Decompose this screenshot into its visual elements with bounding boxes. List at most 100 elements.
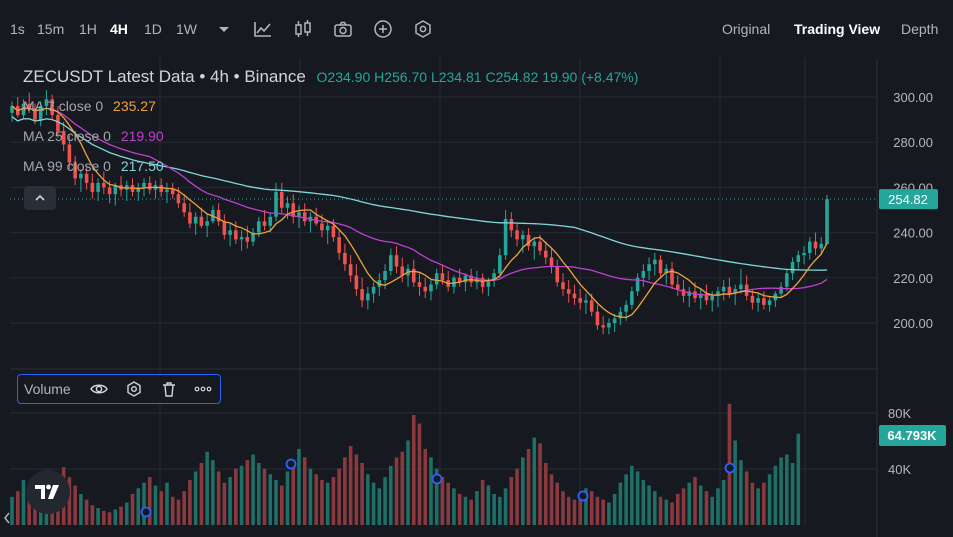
- candle-body: [102, 182, 106, 188]
- scroll-left-icon[interactable]: [3, 511, 11, 525]
- volume-bar: [394, 457, 399, 525]
- eye-icon[interactable]: [90, 380, 108, 398]
- candle-body: [222, 221, 227, 235]
- volume-bar: [624, 474, 628, 525]
- timeframe-1s[interactable]: 1s: [10, 21, 25, 37]
- last-price-label: 254.82: [888, 192, 928, 207]
- settings-icon[interactable]: [413, 19, 433, 39]
- candle-body: [630, 291, 634, 305]
- volume-bar: [211, 460, 215, 525]
- ma25-value: 219.90: [120, 128, 164, 144]
- candle-body: [21, 103, 26, 116]
- volume-bar: [268, 474, 273, 525]
- ohlc-values: O234.90 H256.70 L234.81 C254.82 19.90 (+…: [317, 69, 639, 85]
- volume-bar: [756, 488, 760, 525]
- volume-bar: [411, 415, 416, 525]
- view-original-tab[interactable]: Original: [722, 21, 771, 37]
- volume-bar: [515, 468, 519, 525]
- volume-bar: [182, 491, 186, 525]
- volume-bar: [475, 491, 479, 525]
- volume-bar: [21, 479, 26, 525]
- candle-body: [262, 221, 267, 226]
- candle-body: [239, 237, 244, 240]
- volume-bar: [15, 491, 20, 525]
- ma99-legend[interactable]: MA 99 close 0 217.50: [23, 158, 164, 174]
- candle-body: [61, 130, 66, 145]
- candle-body: [612, 318, 617, 323]
- candle-body: [193, 216, 198, 224]
- volume-bar: [406, 440, 410, 525]
- volume-bar: [693, 477, 697, 525]
- candle-style-icon[interactable]: [293, 19, 313, 39]
- volume-bars: [10, 403, 801, 525]
- volume-bar: [228, 477, 232, 525]
- price-tick-label: 200.00: [893, 316, 933, 331]
- price-chart[interactable]: 300.00280.00260.00240.00220.00200.0080K4…: [0, 58, 953, 537]
- candle-body: [779, 286, 783, 294]
- timeframe-1d[interactable]: 1D: [144, 21, 162, 37]
- candle-body: [331, 225, 336, 238]
- view-trading-view-tab[interactable]: Trading View: [794, 21, 881, 37]
- volume-bar: [446, 482, 450, 525]
- volume-bar: [658, 496, 663, 525]
- view-depth-tab[interactable]: Depth: [901, 21, 939, 37]
- volume-bar: [239, 465, 244, 525]
- volume-bar: [159, 491, 164, 525]
- candle-body: [584, 300, 588, 303]
- volume-bar: [79, 494, 83, 525]
- ma25-legend[interactable]: MA 25 close 0 219.90: [23, 128, 164, 144]
- volume-bar: [440, 477, 445, 525]
- volume-bar: [750, 482, 755, 525]
- volume-bar: [561, 491, 565, 525]
- volume-bar: [27, 485, 31, 525]
- volume-bar: [532, 437, 537, 525]
- volume-bar: [165, 482, 169, 525]
- candle-body: [595, 311, 600, 326]
- candle-body: [561, 282, 565, 290]
- volume-bar: [790, 463, 795, 525]
- price-tick-label: 240.00: [893, 226, 933, 241]
- chevron-down-icon[interactable]: [214, 19, 234, 39]
- more-icon[interactable]: [194, 380, 212, 398]
- volume-bar: [796, 433, 801, 525]
- candle-body: [687, 291, 692, 296]
- indicators-icon[interactable]: [253, 19, 273, 39]
- volume-bar: [647, 485, 651, 525]
- candle-body: [716, 291, 720, 296]
- candle-body: [389, 255, 393, 272]
- candle-body: [50, 99, 54, 116]
- timeframe-15m[interactable]: 15m: [37, 21, 65, 37]
- volume-bar: [251, 454, 255, 525]
- collapse-legend-button[interactable]: [24, 186, 56, 210]
- candle-body: [228, 230, 232, 235]
- price-tick-label: 220.00: [893, 271, 933, 286]
- trash-icon[interactable]: [160, 380, 178, 398]
- timeframe-1h[interactable]: 1H: [79, 21, 97, 37]
- volume-bar: [733, 440, 737, 525]
- ma7-legend[interactable]: MA 7 close 0 235.27: [23, 98, 156, 114]
- timeframe-1w[interactable]: 1W: [176, 21, 197, 37]
- volume-bar: [452, 488, 456, 525]
- volume-bar: [113, 509, 118, 525]
- candle-body: [469, 275, 473, 283]
- volume-indicator-legend[interactable]: Volume: [17, 374, 221, 404]
- tradingview-logo[interactable]: [26, 470, 70, 514]
- volume-bar: [578, 494, 582, 525]
- timeframe-4h[interactable]: 4H: [110, 21, 128, 37]
- candle-body: [721, 286, 726, 292]
- add-icon[interactable]: [373, 19, 393, 39]
- candle-body: [515, 230, 519, 240]
- event-marker: [724, 462, 736, 474]
- volume-bar: [698, 485, 703, 525]
- volume-bar: [538, 443, 542, 525]
- volume-bar: [331, 477, 336, 525]
- candle-body: [538, 241, 542, 251]
- volume-bar: [348, 446, 353, 525]
- volume-bar: [664, 499, 669, 525]
- candle-body: [509, 219, 514, 231]
- camera-icon[interactable]: [333, 19, 353, 39]
- volume-bar: [257, 463, 261, 525]
- price-tick-label: 300.00: [893, 90, 933, 105]
- settings-icon[interactable]: [125, 380, 143, 398]
- volume-bar: [503, 488, 508, 525]
